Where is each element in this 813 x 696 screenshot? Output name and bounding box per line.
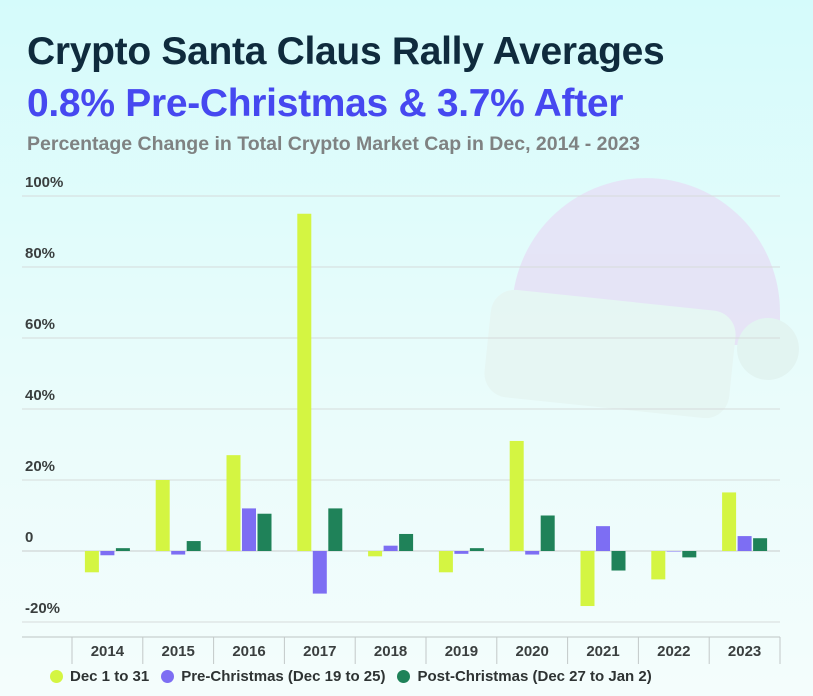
x-tick-label: 2018 xyxy=(374,643,407,660)
bar-post-2023 xyxy=(753,538,768,551)
bar-pre-2018 xyxy=(383,545,398,551)
chart-title: Crypto Santa Claus Rally Averages xyxy=(27,30,665,73)
bar-pre-2015 xyxy=(171,551,186,555)
bar-dec-2021 xyxy=(580,551,595,607)
bar-post-2014 xyxy=(115,548,130,551)
bar-pre-2017 xyxy=(312,551,327,594)
bar-dec-2016 xyxy=(226,455,241,551)
bar-dec-2019 xyxy=(438,551,453,573)
bar-post-2018 xyxy=(399,533,414,551)
x-tick-label: 2021 xyxy=(586,643,619,660)
bar-pre-2022 xyxy=(666,551,681,552)
x-tick-label: 2016 xyxy=(232,643,265,660)
x-tick-label: 2014 xyxy=(91,643,125,660)
y-tick-label: 0 xyxy=(25,529,33,546)
legend: Dec 1 to 31 Pre-Christmas (Dec 19 to 25)… xyxy=(50,668,652,685)
y-tick-label: 80% xyxy=(25,245,55,262)
legend-dot-pre-icon xyxy=(161,670,175,683)
legend-label-pre: Pre-Christmas (Dec 19 to 25) xyxy=(181,668,386,685)
legend-label-post: Post-Christmas (Dec 27 to Jan 2) xyxy=(417,668,652,685)
bar-dec-2017 xyxy=(297,213,312,551)
legend-item-pre: Pre-Christmas (Dec 19 to 25) xyxy=(161,668,385,685)
bar-pre-2019 xyxy=(454,551,469,554)
bar-dec-2023 xyxy=(722,492,737,551)
legend-dot-post-icon xyxy=(397,670,411,683)
bar-post-2019 xyxy=(469,548,484,551)
x-tick-label: 2017 xyxy=(303,643,336,660)
bar-post-2016 xyxy=(257,513,272,551)
bar-dec-2014 xyxy=(84,551,99,573)
santa-hat-icon xyxy=(484,178,799,419)
y-tick-label: 20% xyxy=(25,458,55,475)
bar-pre-2023 xyxy=(737,536,752,551)
bar-pre-2020 xyxy=(525,551,540,555)
legend-label-dec: Dec 1 to 31 xyxy=(70,668,150,685)
x-tick-label: 2020 xyxy=(516,643,549,660)
y-tick-label: 100% xyxy=(25,174,63,191)
bar-dec-2015 xyxy=(155,480,170,551)
bar-post-2020 xyxy=(540,515,555,551)
bar-post-2022 xyxy=(682,551,697,558)
chart-caption: Percentage Change in Total Crypto Market… xyxy=(27,133,641,155)
chart-subtitle: 0.8% Pre-Christmas & 3.7% After xyxy=(27,82,624,125)
bar-pre-2021 xyxy=(596,526,610,551)
y-tick-label: 40% xyxy=(25,387,55,404)
x-tick-label: 2022 xyxy=(657,643,690,660)
bar-post-2015 xyxy=(186,541,201,551)
bar-pre-2016 xyxy=(242,508,256,551)
x-tick-label: 2015 xyxy=(162,643,195,660)
legend-item-post: Post-Christmas (Dec 27 to Jan 2) xyxy=(397,668,652,685)
x-tick-label: 2019 xyxy=(445,643,478,660)
legend-item-dec: Dec 1 to 31 xyxy=(50,668,149,685)
x-tick-label: 2023 xyxy=(728,643,761,660)
y-tick-label: 60% xyxy=(25,316,55,333)
bar-dec-2022 xyxy=(651,551,666,580)
bar-post-2021 xyxy=(611,551,626,571)
legend-dot-dec-icon xyxy=(50,670,63,683)
bar-dec-2020 xyxy=(509,440,524,551)
bar-dec-2018 xyxy=(368,551,383,557)
bar-post-2017 xyxy=(328,508,343,551)
bar-pre-2014 xyxy=(100,551,115,556)
y-tick-label: -20% xyxy=(25,600,60,617)
